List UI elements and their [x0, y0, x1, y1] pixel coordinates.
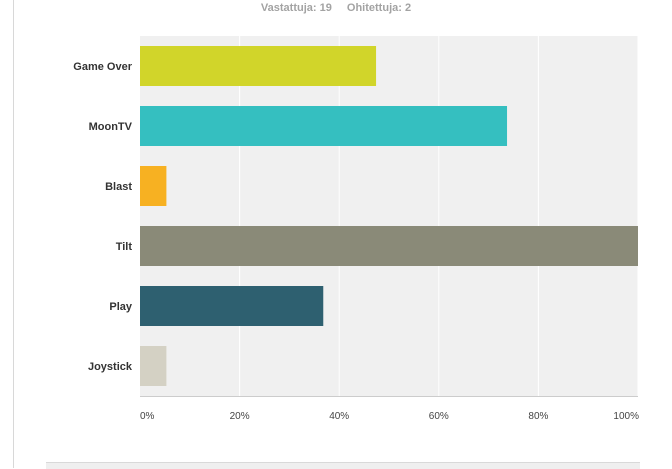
bar: [140, 346, 167, 386]
tick-label: 80%: [528, 411, 548, 422]
category-label: Joystick: [88, 361, 133, 373]
tick-label: 0%: [140, 411, 155, 422]
category-label: Blast: [105, 181, 132, 193]
panel-left-border: [13, 0, 14, 468]
bar: [140, 106, 508, 146]
tick-label: 40%: [329, 411, 349, 422]
bar: [140, 46, 377, 86]
tick-label: 20%: [230, 411, 250, 422]
response-stats: Vastattuja: 19 Ohitettuja: 2: [0, 2, 672, 14]
bar: [140, 226, 638, 266]
category-label: MoonTV: [89, 121, 133, 133]
bar: [140, 166, 167, 206]
tick-label: 60%: [429, 411, 449, 422]
tick-label: 100%: [613, 411, 639, 422]
footer-bar: [46, 462, 640, 469]
plot-area: [140, 36, 638, 396]
category-label: Tilt: [116, 241, 133, 253]
bar: [140, 286, 324, 326]
category-label: Play: [109, 301, 133, 313]
category-label: Game Over: [73, 61, 132, 73]
answered-count: Vastattuja: 19: [260, 2, 332, 14]
skipped-count: Ohitettuja: 2: [346, 2, 412, 14]
